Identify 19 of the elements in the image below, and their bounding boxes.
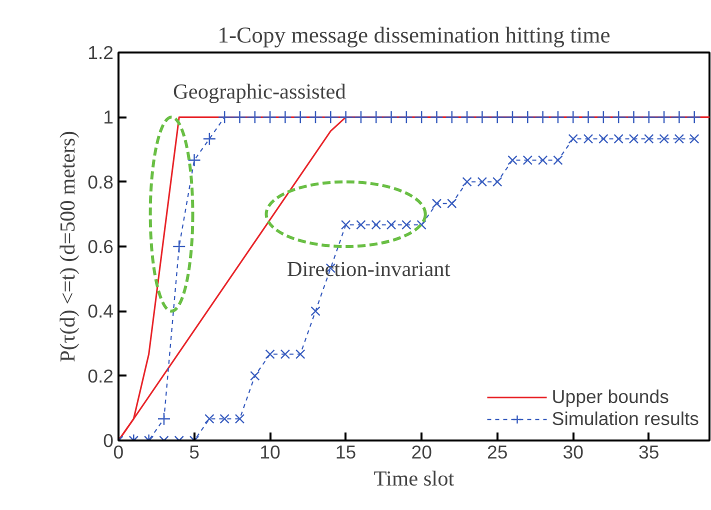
y-tick-label: 1 xyxy=(103,106,114,128)
legend-label: Simulation results xyxy=(552,408,699,430)
x-tick-label: 15 xyxy=(335,442,356,462)
annotation: Geographic-assisted xyxy=(172,79,346,104)
x-tick-label: 30 xyxy=(562,442,584,462)
y-tick-label: 0.6 xyxy=(88,236,114,257)
y-tick-label: 0.2 xyxy=(88,365,114,386)
y-axis-title: P(τ(d) <=t) (d=500 meters) xyxy=(56,130,80,362)
x-axis-title: Time slot xyxy=(374,466,454,490)
x-tick-label: 5 xyxy=(189,442,200,462)
x-tick-label: 10 xyxy=(260,442,280,462)
x-tick-label: 35 xyxy=(638,442,660,462)
y-tick-label: 0.8 xyxy=(88,171,114,192)
x-tick-label: 20 xyxy=(411,442,432,462)
chart-title: 1-Copy message dissemination hitting time xyxy=(218,22,610,48)
y-tick-label: 1.2 xyxy=(88,42,114,63)
legend-label: Upper bounds xyxy=(552,386,669,408)
x-tick-label: 25 xyxy=(486,442,508,462)
y-tick-label: 0.4 xyxy=(88,300,114,322)
